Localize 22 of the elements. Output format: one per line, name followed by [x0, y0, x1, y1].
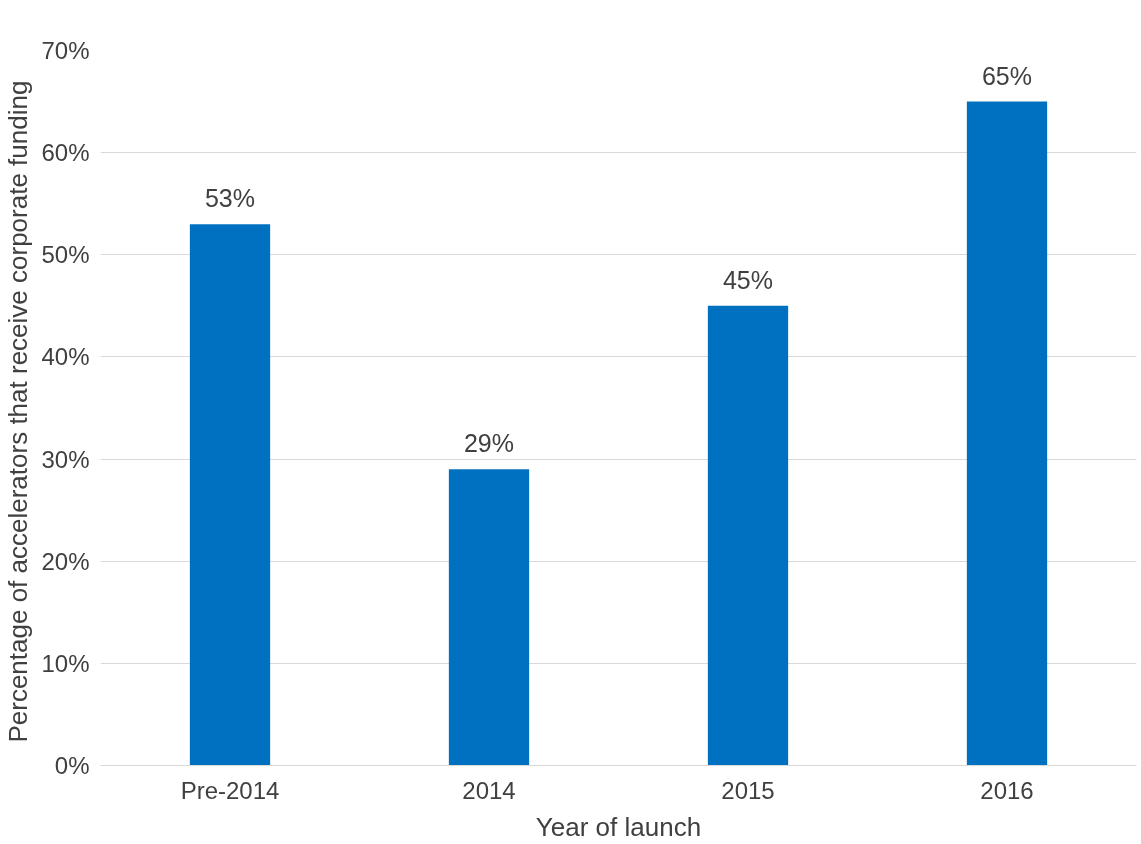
- y-tick-label: 50%: [41, 241, 90, 269]
- y-tick-label: 20%: [41, 547, 90, 575]
- x-tick-label: 2014: [462, 776, 516, 804]
- y-axis-title: Percentage of accelerators that receive corporate funding: [3, 80, 34, 743]
- y-tick-label: 40%: [41, 343, 90, 371]
- bar: [966, 101, 1048, 766]
- x-tick-label: Pre-2014: [180, 776, 280, 804]
- bar: [189, 224, 271, 766]
- x-tick-label: 2015: [721, 776, 775, 804]
- y-tick-label: 60%: [41, 139, 90, 167]
- x-tick-label: 2016: [980, 776, 1034, 804]
- data-label: 53%: [204, 184, 256, 213]
- y-tick-label: 70%: [41, 37, 90, 64]
- data-label: 29%: [463, 429, 515, 458]
- y-tick-label: 0%: [54, 752, 90, 779]
- data-label: 45%: [722, 265, 774, 294]
- bar: [448, 469, 530, 766]
- y-tick-label: 10%: [41, 649, 90, 677]
- y-tick-label: 30%: [41, 445, 90, 473]
- data-label: 65%: [981, 61, 1033, 90]
- x-axis-title: Year of launch: [535, 811, 702, 842]
- bar: [707, 305, 789, 766]
